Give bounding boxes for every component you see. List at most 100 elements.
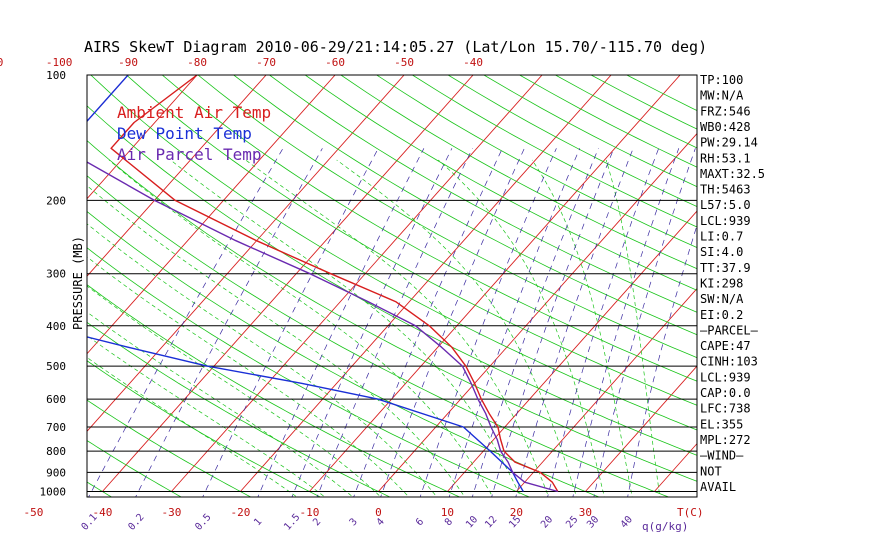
isotherm-line (102, 75, 474, 492)
pressure-tick-label: 400 (46, 320, 66, 333)
y-axis-label: PRESSURE (MB) (71, 236, 85, 330)
mixing-ratio-tick-label: 10 (464, 514, 480, 530)
isotherm-line (447, 210, 697, 492)
isotherm-line (87, 75, 267, 277)
series-dew-point-temp (87, 75, 524, 492)
bottom-temp-tick-label: 0 (375, 506, 382, 519)
stability-index: RH:53.1 (700, 151, 751, 165)
dry-adiabat-line (233, 75, 697, 336)
bottom-temp-tick-label: -50 (23, 506, 43, 519)
moist-adiabat-line (108, 159, 494, 497)
isotherm-line (171, 75, 543, 492)
isotherm-line (792, 75, 870, 492)
stability-index: CAPE:47 (700, 339, 751, 353)
bottom-temp-tick-label: -10 (299, 506, 319, 519)
legend-dew-point-temp: Dew Point Temp (117, 124, 252, 143)
pressure-tick-label: 300 (46, 268, 66, 281)
stability-index: EI:0.2 (700, 308, 743, 322)
stability-index: SW:N/A (700, 292, 744, 306)
moist-adiabat-line (336, 159, 577, 497)
stability-index: SI:4.0 (700, 245, 743, 259)
mixing-ratio-line (515, 148, 634, 497)
stability-index: FRZ:546 (700, 104, 751, 118)
pressure-tick-labels: 100 200 300 400 500 600 700 800 900 1000 (40, 69, 67, 499)
mixing-ratio-tick-label: 40 (619, 514, 635, 530)
bottom-temp-tick-labels: -50 -40 -30 -20 -10 0 10 20 30 (23, 506, 592, 519)
dry-adiabat-line (87, 440, 183, 497)
stability-index: WB0:428 (700, 120, 751, 134)
mixing-ratio-unit-label: q(g/kg) (642, 520, 688, 533)
stability-index: TP:100 (700, 73, 743, 87)
legend-air-parcel-temp: Air Parcel Temp (117, 145, 262, 164)
dry-adiabat-line (87, 399, 252, 497)
mixing-ratio-line (593, 148, 696, 497)
bottom-temp-tick-label: -40 (92, 506, 112, 519)
pressure-tick-label: 800 (46, 445, 66, 458)
isotherm-line (585, 365, 697, 492)
pressure-tick-label: 500 (46, 360, 66, 373)
dry-adiabat-line (87, 284, 461, 497)
stability-index: AVAIL (700, 480, 736, 494)
stability-index: —WIND— (700, 449, 744, 463)
mixing-ratio-tick-label: 3 (348, 516, 360, 528)
dry-adiabat-line (0, 75, 47, 500)
dry-adiabat-line (269, 75, 697, 313)
stability-index: —PARCEL— (700, 323, 759, 337)
mixing-ratio-tick-label: 4 (375, 516, 387, 528)
stability-index: TH:5463 (700, 183, 751, 197)
stability-index: CAP:0.0 (700, 386, 751, 400)
dry-adiabat-line (376, 75, 697, 249)
legend: Ambient Air Temp Dew Point Temp Air Parc… (117, 103, 271, 164)
dry-adiabat-line (447, 75, 697, 208)
stability-index: NOT (700, 464, 722, 478)
series-layer (87, 75, 559, 493)
pressure-tick-label: 200 (46, 194, 66, 207)
stability-index: LI:0.7 (700, 230, 743, 244)
dry-adiabat-line (87, 175, 670, 497)
top-temp-tick-label: -100 (46, 56, 73, 69)
dry-adiabat-line (519, 75, 697, 168)
stability-index: L57:5.0 (700, 198, 751, 212)
top-temp-tick-label: -70 (256, 56, 276, 69)
mixing-ratio-line (572, 148, 680, 497)
legend-ambient-air-temp: Ambient Air Temp (117, 103, 271, 122)
dry-adiabat-line (87, 481, 113, 497)
pressure-tick-label: 900 (46, 466, 66, 479)
bottom-temp-tick-label: 30 (579, 506, 592, 519)
isotherm-line (309, 75, 681, 492)
dry-adiabat-line (87, 247, 531, 497)
x-axis-unit-label: T(C) (677, 506, 704, 519)
bottom-temp-tick-label: 10 (441, 506, 454, 519)
series-ambient-air-temp (110, 75, 559, 492)
series-air-parcel-temp (87, 161, 558, 493)
mixing-ratio-tick-label: 8 (443, 516, 455, 528)
isotherm-line (87, 75, 336, 355)
dry-adiabat-line (161, 75, 697, 382)
stability-index: PW:29.14 (700, 136, 758, 150)
isotherm-line (240, 75, 612, 492)
stability-index: EL:355 (700, 417, 743, 431)
mixing-ratio-tick-label: 20 (539, 514, 555, 530)
dry-adiabat-line (304, 75, 697, 291)
moist-adiabat-line (605, 159, 661, 497)
dry-adiabat-line (126, 75, 697, 406)
mixing-ratio-line (471, 148, 599, 497)
top-temp-tick-label: -40 (463, 56, 483, 69)
isotherm-line (87, 75, 198, 200)
top-temp-tick-label: -60 (325, 56, 345, 69)
bottom-temp-tick-label: 20 (510, 506, 523, 519)
stability-index: CINH:103 (700, 355, 758, 369)
stability-index: LCL:939 (700, 370, 751, 384)
pressure-tick-label: 1000 (40, 486, 67, 499)
moist-adiabat-line (87, 335, 326, 497)
pressure-tick-label: 100 (46, 69, 66, 82)
mixing-ratio-tick-label: 0.2 (126, 512, 146, 533)
pressure-tick-label: 700 (46, 421, 66, 434)
mixing-ratio-tick-label: 0.5 (193, 512, 213, 533)
stability-index: MAXT:32.5 (700, 167, 765, 181)
mixing-ratio-line (202, 148, 379, 497)
stability-index: LFC:738 (700, 402, 751, 416)
bottom-temp-tick-label: -30 (161, 506, 181, 519)
